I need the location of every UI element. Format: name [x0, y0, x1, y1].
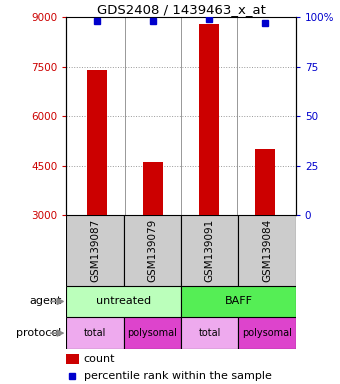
Bar	[181, 215, 238, 286]
Bar	[255, 149, 275, 215]
Title: GDS2408 / 1439463_x_at: GDS2408 / 1439463_x_at	[97, 3, 266, 16]
Bar	[87, 70, 107, 215]
Bar	[66, 354, 79, 364]
Bar	[181, 286, 296, 317]
Bar	[181, 317, 238, 349]
Text: untreated: untreated	[96, 296, 151, 306]
Text: count: count	[84, 354, 115, 364]
Text: agent: agent	[29, 296, 62, 306]
Text: GSM139087: GSM139087	[90, 219, 100, 282]
Text: percentile rank within the sample: percentile rank within the sample	[84, 371, 271, 381]
Bar	[66, 317, 124, 349]
Text: GSM139079: GSM139079	[147, 219, 157, 282]
Bar	[238, 215, 296, 286]
Bar	[124, 215, 181, 286]
Bar	[66, 215, 124, 286]
Text: total: total	[84, 328, 106, 338]
Bar	[143, 162, 163, 215]
Text: protocol: protocol	[16, 328, 62, 338]
Text: BAFF: BAFF	[224, 296, 252, 306]
Text: GSM139091: GSM139091	[205, 219, 215, 282]
Text: GSM139084: GSM139084	[262, 219, 272, 282]
Bar	[238, 317, 296, 349]
Bar	[199, 24, 219, 215]
Text: polysomal: polysomal	[128, 328, 177, 338]
Bar	[124, 317, 181, 349]
Text: total: total	[199, 328, 221, 338]
Bar	[66, 286, 181, 317]
Text: polysomal: polysomal	[242, 328, 292, 338]
